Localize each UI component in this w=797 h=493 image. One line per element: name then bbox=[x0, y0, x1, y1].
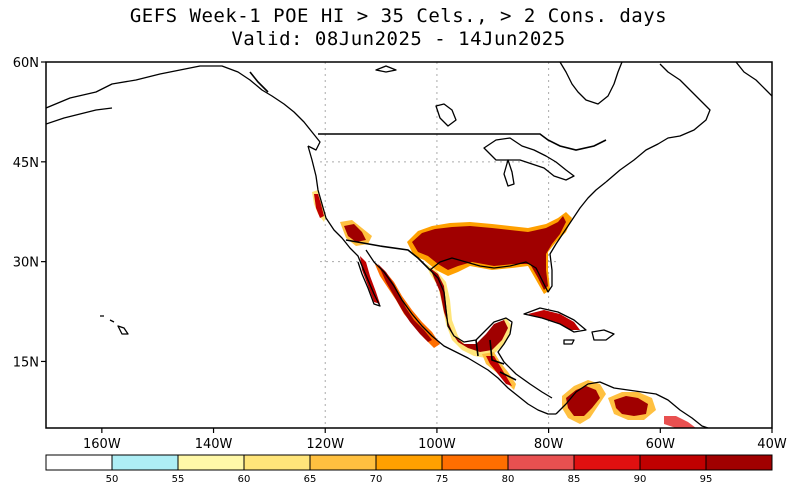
colorbar-label: 65 bbox=[304, 474, 317, 485]
arctic-islands bbox=[375, 65, 457, 127]
lon-tick-label: 140W bbox=[195, 437, 233, 452]
shade-cuba bbox=[528, 310, 580, 330]
colorbar-label: 50 bbox=[106, 474, 119, 485]
coast-hudson bbox=[559, 62, 623, 105]
island-jamaica bbox=[563, 339, 575, 345]
lat-tick-label: 30N bbox=[13, 256, 39, 271]
map-title-line2: Valid: 08Jun2025 - 14Jun2025 bbox=[231, 28, 566, 50]
lon-tick-label: 100W bbox=[418, 437, 456, 452]
colorbar-swatch-0 bbox=[45, 454, 113, 471]
shade-gulf-mexico-core bbox=[430, 268, 508, 352]
border-central-america bbox=[475, 339, 517, 381]
map-content bbox=[46, 62, 772, 428]
island-hawaii bbox=[100, 315, 129, 335]
map-frame bbox=[45, 61, 773, 429]
colorbar-swatch-8 bbox=[573, 454, 641, 471]
probability-shading bbox=[312, 190, 696, 428]
colorbar-label: 90 bbox=[634, 474, 647, 485]
colorbar-swatch-4 bbox=[309, 454, 377, 471]
shade-venezuela-core bbox=[614, 396, 648, 416]
colorbar-swatch-7 bbox=[507, 454, 575, 471]
lat-tick-label: 60N bbox=[13, 56, 39, 71]
lon-tick-label: 80W bbox=[534, 437, 564, 452]
island-hispaniola bbox=[591, 329, 615, 341]
latitude-axis: 60N 45N 30N 15N bbox=[13, 56, 46, 370]
colorbar-swatch-3 bbox=[243, 454, 311, 471]
colorbar-label: 55 bbox=[172, 474, 185, 485]
political-borders bbox=[249, 71, 607, 381]
shade-california-core bbox=[314, 194, 324, 218]
coast-alaska bbox=[46, 65, 321, 151]
lon-tick-label: 40W bbox=[757, 437, 787, 452]
lon-tick-label: 120W bbox=[306, 437, 344, 452]
colorbar-swatch-2 bbox=[177, 454, 245, 471]
lon-tick-label: 160W bbox=[83, 437, 121, 452]
colorbar-label: 80 bbox=[502, 474, 515, 485]
lon-tick-label: 60W bbox=[646, 437, 676, 452]
colorbar-swatch-9 bbox=[639, 454, 707, 471]
coast-greenland bbox=[735, 62, 772, 97]
coast-mexico-pacific bbox=[365, 249, 556, 415]
shade-baja bbox=[360, 256, 380, 304]
island-cuba bbox=[523, 307, 587, 333]
colorbar-swatch-5 bbox=[375, 454, 443, 471]
border-alaska-canada bbox=[249, 71, 269, 93]
coast-alaska-arc bbox=[46, 107, 113, 125]
colorbar: 50 55 60 65 70 75 80 85 90 95 bbox=[45, 454, 773, 485]
colorbar-swatch-10 bbox=[705, 454, 773, 471]
shade-arizona-core bbox=[344, 224, 366, 242]
coastlines bbox=[46, 62, 772, 428]
shade-central-america-core bbox=[486, 356, 512, 386]
border-us-mexico bbox=[345, 239, 431, 271]
colorbar-label: 95 bbox=[700, 474, 713, 485]
lat-tick-label: 15N bbox=[13, 355, 39, 370]
colorbar-label: 75 bbox=[436, 474, 449, 485]
coast-gulf bbox=[429, 269, 553, 399]
colorbar-label: 70 bbox=[370, 474, 383, 485]
coast-us-gulf bbox=[429, 181, 607, 293]
coast-south-america bbox=[555, 381, 709, 428]
border-us-canada bbox=[318, 133, 607, 151]
colorbar-swatch-1 bbox=[111, 454, 179, 471]
great-lakes bbox=[483, 137, 575, 181]
longitude-axis: 160W 140W 120W 100W 80W 60W 40W bbox=[83, 428, 787, 452]
shade-guyana bbox=[664, 416, 696, 428]
lake-michigan bbox=[503, 159, 515, 187]
colorbar-label: 85 bbox=[568, 474, 581, 485]
coast-pacific bbox=[307, 145, 381, 307]
colorbar-swatch-6 bbox=[441, 454, 509, 471]
lat-tick-label: 45N bbox=[13, 156, 39, 171]
shade-southern-us-core bbox=[412, 216, 566, 290]
coast-atlantic bbox=[605, 63, 711, 183]
map-title-line1: GEFS Week-1 POE HI > 35 Cels., > 2 Cons.… bbox=[129, 5, 668, 27]
colorbar-label: 60 bbox=[238, 474, 251, 485]
